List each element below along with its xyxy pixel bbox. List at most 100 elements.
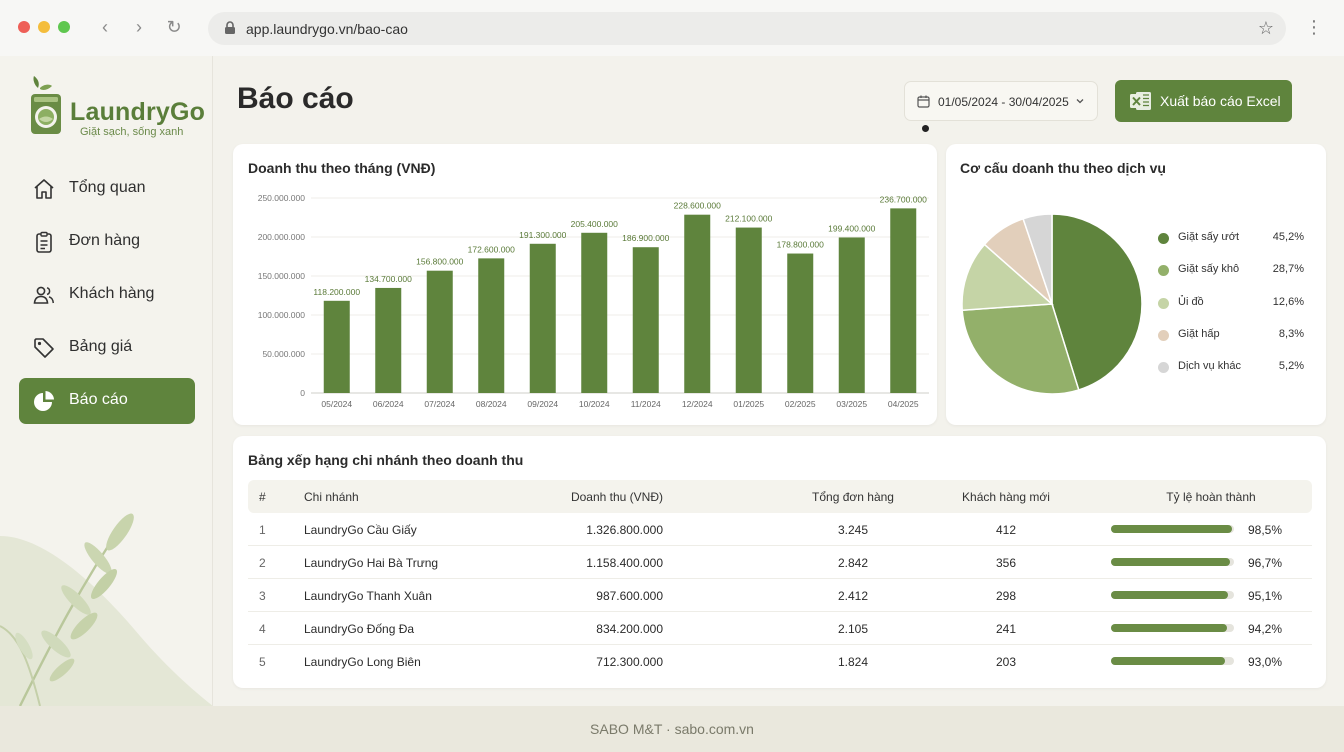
table-row[interactable]: 5 LaundryGo Long Biên 712.300.000 1.824 203 9… xyxy=(248,645,1312,678)
x-tick-label: 02/2025 xyxy=(785,399,816,409)
revenue-cell: 712.300.000 xyxy=(596,655,663,669)
excel-icon xyxy=(1130,92,1151,110)
legend-value: 8,3% xyxy=(1278,327,1304,340)
new-customers-cell: 412 xyxy=(995,523,1017,537)
address-bar[interactable]: app.laundrygo.vn/bao-cao ☆ xyxy=(208,12,1286,45)
completion-progress-bar xyxy=(1111,525,1234,533)
bar-value-label: 236.700.000 xyxy=(880,194,928,204)
bar-value-label: 172.600.000 xyxy=(468,244,516,254)
lock-icon xyxy=(225,21,235,34)
rank-cell: 5 xyxy=(259,655,266,669)
header-branch[interactable]: Chi nhánh xyxy=(304,490,359,504)
revenue-bar xyxy=(375,287,402,393)
y-tick-label: 50.000.000 xyxy=(262,349,305,359)
revenue-bar xyxy=(890,208,917,393)
sidebar-item-tong-quan[interactable]: Tổng quan xyxy=(19,166,195,212)
new-customers-cell: 356 xyxy=(995,556,1017,570)
completion-progress-bar xyxy=(1111,558,1234,566)
bar-value-label: 118.200.000 xyxy=(313,287,360,297)
bar-value-label: 212.100.000 xyxy=(725,214,773,224)
new-customers-cell: 241 xyxy=(995,622,1017,636)
sidebar-item-don-hang[interactable]: Đơn hàng xyxy=(19,219,195,265)
browser-menu-icon[interactable]: ⋮ xyxy=(1305,17,1323,37)
legend-swatch xyxy=(1158,362,1169,374)
window-close-button[interactable] xyxy=(18,21,30,33)
header-new-customers[interactable]: Khách hàng mới xyxy=(962,490,1050,504)
revenue-bar xyxy=(632,247,659,393)
legend-label: Dịch vụ khác xyxy=(1178,360,1241,373)
branch-ranking-card: Bảng xếp hạng chi nhánh theo doanh thu #… xyxy=(233,436,1326,688)
sidebar-item-bao-cao[interactable]: Báo cáo xyxy=(19,378,195,424)
table-row[interactable]: 3 LaundryGo Thanh Xuân 987.600.000 2.412 298… xyxy=(248,579,1312,612)
bar-value-label: 205.400.000 xyxy=(571,219,619,229)
sidebar-item-label: Bảng giá xyxy=(69,338,133,355)
legend-value: 5,2% xyxy=(1278,360,1304,373)
legend-item: Giặt sấy khô 28,7% xyxy=(1158,262,1308,294)
calendar-icon xyxy=(917,95,930,108)
header-orders[interactable]: Tổng đơn hàng xyxy=(812,490,894,504)
back-icon[interactable]: ‹ xyxy=(102,17,108,37)
revenue-bar-chart: 0 50.000.000 100.000.000 150.000.000 200.000… xyxy=(258,193,929,409)
forward-icon[interactable]: › xyxy=(136,17,142,37)
new-customers-cell: 203 xyxy=(995,655,1017,669)
completion-progress-fill xyxy=(1111,591,1228,599)
table-row[interactable]: 2 LaundryGo Hai Bà Trưng 1.158.400.000 2.84… xyxy=(248,546,1312,579)
pie-chart-icon xyxy=(34,391,54,411)
legend-swatch xyxy=(1158,265,1169,277)
completion-rate-cell: 95,1% xyxy=(1248,589,1283,603)
completion-progress-fill xyxy=(1111,525,1233,533)
x-tick-label: 09/2024 xyxy=(527,399,558,409)
revenue-bar xyxy=(684,214,711,393)
bar-value-label: 186.900.000 xyxy=(622,233,670,243)
table-row[interactable]: 1 LaundryGo Cầu Giấy 1.326.800.000 3.245 412… xyxy=(248,513,1312,546)
x-tick-label: 11/2024 xyxy=(631,399,661,409)
x-tick-label: 07/2024 xyxy=(424,399,455,409)
brand-name: LaundryGo xyxy=(70,98,206,126)
home-icon xyxy=(34,179,54,199)
orders-cell: 3.245 xyxy=(837,523,869,537)
header-completion[interactable]: Tỷ lệ hoàn thành xyxy=(1166,490,1256,504)
legend-swatch xyxy=(1158,297,1169,309)
brand-tagline: Giặt sạch, sống xanh xyxy=(80,126,184,138)
pie-slice xyxy=(961,303,1080,395)
brand-logo[interactable]: LaundryGo Giặt sạch, sống xanh xyxy=(28,76,208,146)
table-row[interactable]: 4 LaundryGo Đống Đa 834.200.000 2.105 241 94,… xyxy=(248,612,1312,645)
bar-value-label: 156.800.000 xyxy=(416,257,464,267)
bar-value-label: 228.600.000 xyxy=(674,201,722,211)
pie-slice xyxy=(1051,213,1143,391)
x-tick-label: 08/2024 xyxy=(476,399,507,409)
revenue-bar xyxy=(735,227,762,393)
bookmark-star-icon[interactable]: ☆ xyxy=(1257,18,1274,38)
window-minimize-button[interactable] xyxy=(38,21,50,33)
service-chart-card: Cơ cấu doanh thu theo dịch vụ Giặt sấy ư… xyxy=(946,144,1326,425)
sidebar-item-bang-gia[interactable]: Bảng giá xyxy=(19,325,195,371)
revenue-chart-title: Doanh thu theo tháng (VNĐ) xyxy=(248,160,436,176)
revenue-cell: 1.326.800.000 xyxy=(586,523,663,537)
header-revenue[interactable]: Doanh thu (VNĐ) xyxy=(570,490,663,504)
legend-item: Ủi đồ 12,6% xyxy=(1158,295,1308,327)
header-rank: # xyxy=(259,490,266,504)
service-chart-title: Cơ cấu doanh thu theo dịch vụ xyxy=(960,160,1166,176)
url-text: app.laundrygo.vn/bao-cao xyxy=(246,21,408,37)
legend-value: 28,7% xyxy=(1272,263,1304,276)
revenue-bar xyxy=(787,253,814,393)
x-tick-label: 03/2025 xyxy=(836,399,867,409)
rank-cell: 1 xyxy=(259,523,266,537)
legend-label: Giặt hấp xyxy=(1178,327,1220,340)
window-maximize-button[interactable] xyxy=(58,21,70,33)
revenue-bar xyxy=(838,237,865,393)
export-excel-button[interactable]: Xuất báo cáo Excel xyxy=(1115,80,1292,122)
branch-ranking-table: # Chi nhánh Doanh thu (VNĐ) Tổng đơn hàn… xyxy=(248,480,1312,678)
orders-cell: 1.824 xyxy=(837,655,869,669)
revenue-chart-card: Doanh thu theo tháng (VNĐ) 0 50.000.000 10… xyxy=(233,144,937,425)
bar-value-label: 199.400.000 xyxy=(828,223,876,233)
revenue-bar xyxy=(426,270,453,393)
sidebar-item-khach-hang[interactable]: Khách hàng xyxy=(19,272,195,318)
legend-item: Giặt sấy ướt 45,2% xyxy=(1158,230,1308,262)
browser-chrome: ‹ › ↻ app.laundrygo.vn/bao-cao ☆ ⋮ xyxy=(0,0,1344,56)
orders-cell: 2.105 xyxy=(837,622,869,636)
date-range-picker[interactable]: 01/05/2024 - 30/04/2025 xyxy=(904,81,1098,121)
reload-icon[interactable]: ↻ xyxy=(166,17,182,37)
table-body: 1 LaundryGo Cầu Giấy 1.326.800.000 3.245 412… xyxy=(248,513,1312,678)
revenue-cell: 1.158.400.000 xyxy=(586,556,663,570)
